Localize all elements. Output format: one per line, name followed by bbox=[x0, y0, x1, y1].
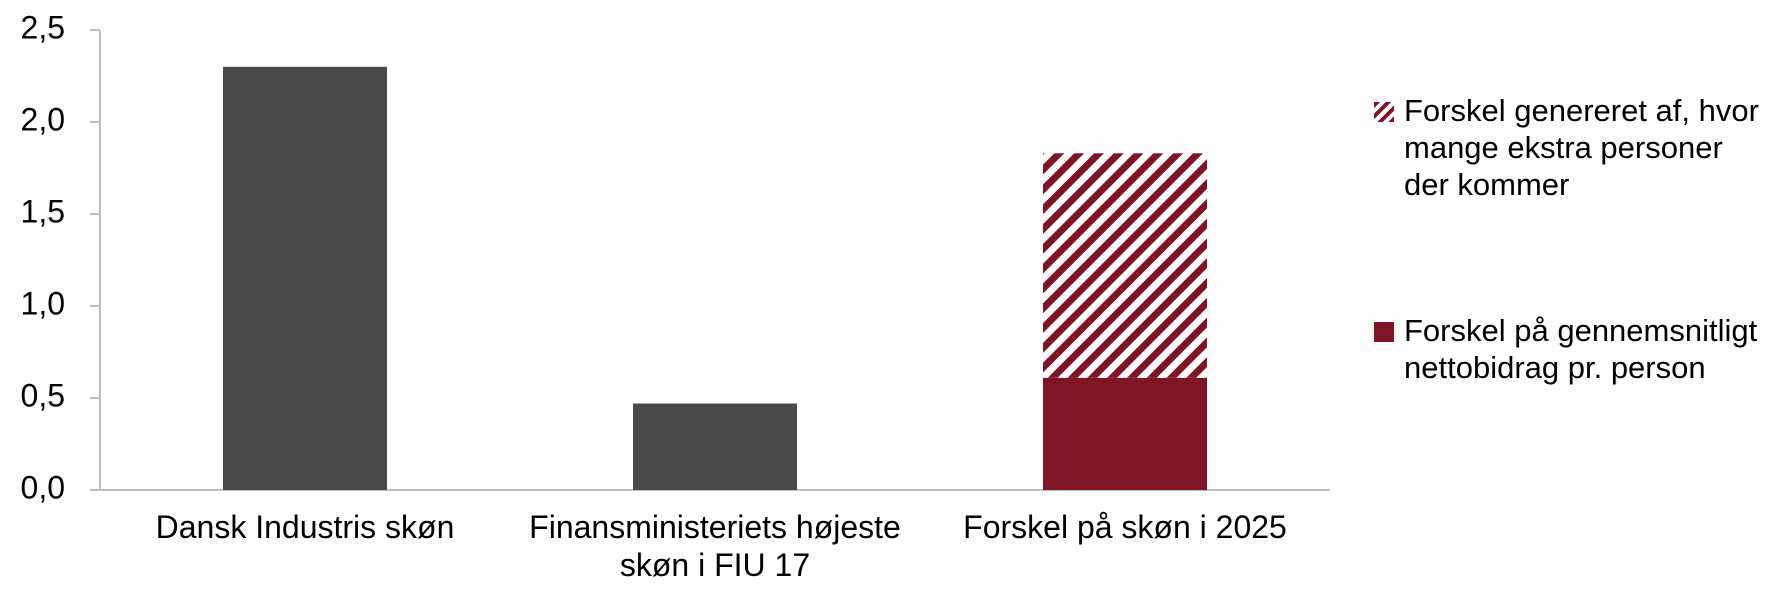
y-tick-label: 2,0 bbox=[21, 101, 65, 137]
x-tick-label: Dansk Industris skøn bbox=[155, 509, 455, 545]
legend-swatch bbox=[1374, 322, 1394, 342]
bar bbox=[633, 403, 797, 490]
bar bbox=[223, 66, 387, 491]
x-tick-label: Forskel på skøn i 2025 bbox=[963, 509, 1287, 545]
legend-label: Forskel genereret af, hvor mange ekstra … bbox=[1404, 93, 1759, 202]
y-tick-label: 2,5 bbox=[21, 9, 65, 45]
x-tick-label: Finansministeriets højeste skøn i FIU 17 bbox=[529, 509, 901, 583]
y-tick-label: 0,5 bbox=[21, 377, 65, 413]
bar bbox=[1043, 377, 1207, 490]
y-tick-label: 1,0 bbox=[21, 285, 65, 321]
legend-label: Forskel på gennemsnitligt nettobidrag pr… bbox=[1404, 313, 1758, 385]
y-tick-label: 1,5 bbox=[21, 193, 65, 229]
y-tick-label: 0,0 bbox=[21, 469, 65, 505]
bar bbox=[1043, 153, 1207, 378]
legend-swatch bbox=[1374, 102, 1394, 122]
